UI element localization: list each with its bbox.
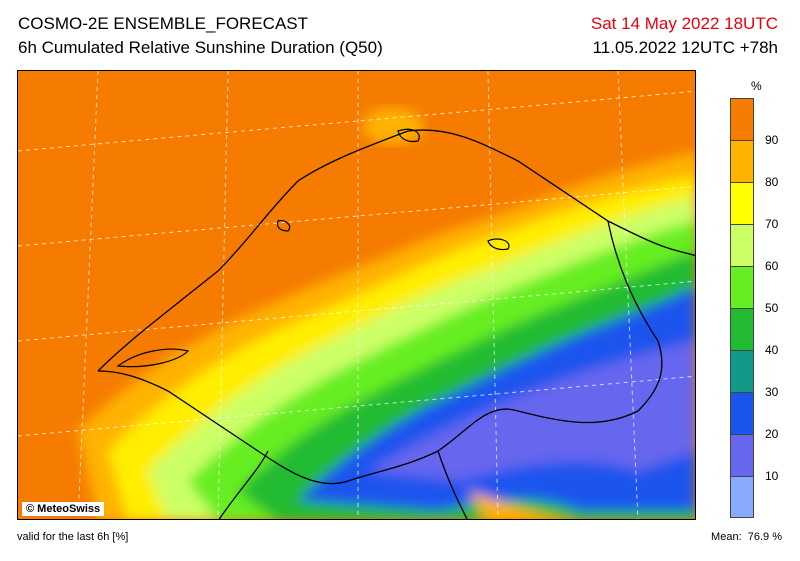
country-borders (97, 129, 695, 519)
valid-time: Sat 14 May 2022 18UTC (590, 14, 778, 33)
map-title: COSMO-2E ENSEMBLE_FORECAST (18, 14, 309, 33)
legend-swatch (730, 182, 754, 224)
legend-swatch (730, 266, 754, 308)
lakes (116, 128, 510, 368)
legend-swatch (730, 392, 754, 434)
validity-note: valid for the last 6h [%] (17, 531, 129, 543)
legend-swatch (730, 476, 754, 518)
legend-tick-label: 90 (765, 133, 779, 147)
legend-swatch (730, 308, 754, 350)
mean-number: 76.9 % (747, 531, 782, 543)
mean-label: Mean: (711, 531, 742, 543)
map-canvas (18, 71, 695, 519)
legend-swatch (730, 140, 754, 182)
grid-lines (18, 71, 695, 519)
color-legend (730, 98, 754, 518)
legend-unit: % (751, 79, 762, 93)
legend-tick-label: 10 (765, 469, 779, 483)
forecast-map: © MeteoSwiss (17, 70, 696, 520)
legend-swatch (730, 350, 754, 392)
legend-swatch (730, 98, 754, 140)
legend-swatch (730, 224, 754, 266)
credit-label: © MeteoSwiss (22, 502, 105, 516)
legend-tick-label: 60 (765, 259, 779, 273)
mean-value: Mean: 76.9 % (711, 531, 782, 543)
map-subtitle: 6h Cumulated Relative Sunshine Duration … (18, 38, 383, 57)
legend-tick-label: 50 (765, 301, 779, 315)
legend-tick-label: 40 (765, 343, 779, 357)
legend-tick-label: 20 (765, 427, 779, 441)
run-info: 11.05.2022 12UTC +78h (592, 38, 778, 57)
legend-tick-label: 30 (765, 385, 779, 399)
legend-tick-label: 70 (765, 217, 779, 231)
legend-swatch (730, 434, 754, 476)
legend-tick-label: 80 (765, 175, 779, 189)
